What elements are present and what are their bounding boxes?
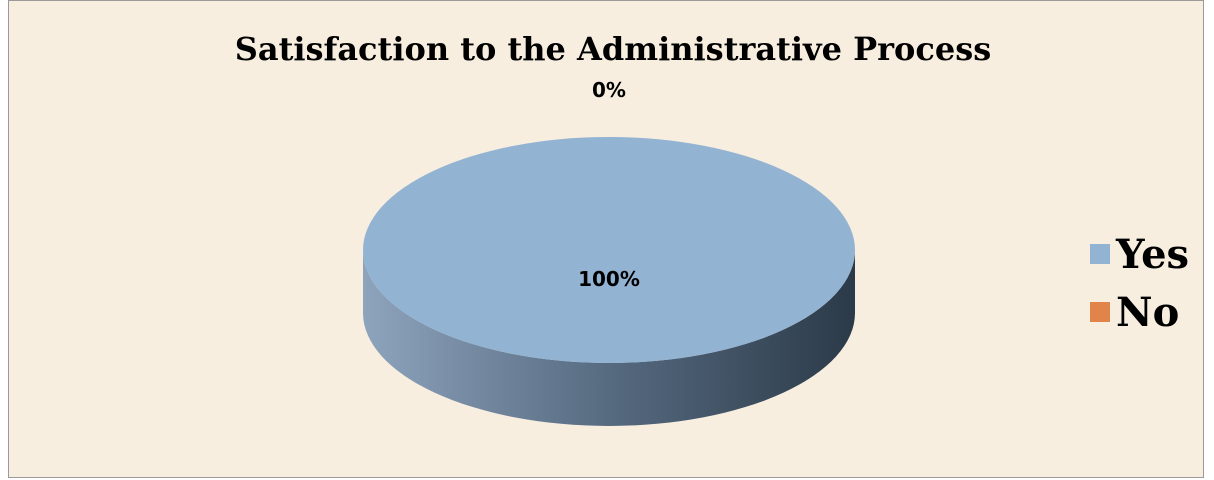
legend-item-no: No (1090, 283, 1189, 341)
pie-slice-yes (363, 137, 855, 363)
legend: Yes No (1090, 225, 1189, 341)
legend-label-no: No (1116, 288, 1180, 336)
legend-item-yes: Yes (1090, 225, 1189, 283)
pie-side (363, 250, 855, 426)
legend-swatch-yes (1090, 244, 1110, 264)
data-label-yes: 100% (578, 267, 640, 291)
data-label-no: 0% (592, 78, 626, 102)
chart-title: Satisfaction to the Administrative Proce… (234, 30, 992, 68)
legend-label-yes: Yes (1116, 230, 1190, 278)
legend-swatch-no (1090, 302, 1110, 322)
